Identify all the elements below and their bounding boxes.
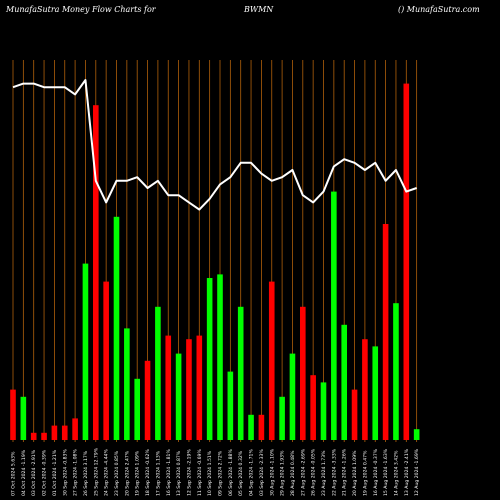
bar-up [279, 396, 285, 440]
bar-down [61, 425, 68, 440]
x-tick-label: 30 Sep 2024 -0.83% [62, 449, 68, 496]
bar-down [165, 335, 172, 440]
bar-down [196, 335, 203, 440]
bar-up [393, 303, 399, 440]
bar-up [206, 278, 213, 440]
bar-down [258, 414, 265, 440]
chart-title-left: MunafaSutra Money Flow Charts for [6, 5, 156, 14]
bar-up [155, 306, 161, 440]
x-tick-label: 19 Aug 2024 0.47% [362, 450, 368, 496]
x-tick-label: 04 Oct 2024 -1.19% [21, 449, 27, 496]
x-tick-label: 27 Sep 2024 -1.08% [73, 449, 79, 496]
grid-lines [12, 60, 418, 442]
x-tick-label: 06 Sep 2024 -1.88% [228, 449, 234, 496]
x-tick-label: 13 Aug 2024 -2.41% [404, 448, 410, 496]
x-tick-label: 04 Sep 2024 -1.71% [249, 449, 255, 496]
money-flow-line-group [12, 79, 417, 211]
bar-up [227, 371, 234, 440]
bar-up [237, 306, 244, 440]
chart-symbol: BWMN [244, 5, 274, 14]
x-tick-label: 26 Aug 2024 -0.05% [311, 448, 317, 496]
bar-down [103, 281, 109, 440]
x-tick-label: 15 Aug 2024 -1.63% [383, 448, 389, 496]
x-tick-label: 27 Aug 2024 -2.69% [300, 448, 306, 496]
bar-up [289, 353, 296, 440]
x-tick-label: 18 Sep 2024 -0.62% [145, 449, 151, 496]
x-tick-label: 01 Oct 2024 -1.21% [52, 449, 58, 496]
bar-down [186, 339, 192, 440]
bar-down [300, 306, 306, 440]
x-tick-label: 29 Aug 2024 1.93% [280, 450, 286, 496]
x-tick-label: 07 Oct 2024 5.63% [11, 451, 17, 496]
bar-down [403, 83, 410, 440]
x-tick-label: 10 Sep 2024 1.51% [207, 450, 213, 496]
bar-down [30, 432, 37, 440]
x-tick-labels: 07 Oct 2024 5.63% 04 Oct 2024 -1.19% 03 Oc… [11, 447, 421, 496]
x-tick-label: 03 Sep 2024 -2.33% [259, 449, 265, 496]
bar-up [124, 328, 130, 440]
x-tick-label: 16 Aug 2024 -0.37% [373, 448, 379, 496]
bar-up [82, 263, 89, 440]
bar-up [217, 274, 223, 440]
bar-down [351, 389, 358, 440]
x-tick-label: 11 Sep 2024 -0.69% [197, 449, 203, 496]
x-tick-label: 24 Sep 2024 -4.44% [104, 449, 110, 496]
x-tick-label: 02 Oct 2024 -0.39% [42, 449, 48, 496]
x-tick-label: 05 Sep 2024 0.32% [238, 450, 244, 496]
bar-up [113, 216, 120, 440]
money-flow-line [12, 79, 417, 211]
x-tick-label: 12 Aug 2024 -1.69% [414, 448, 420, 496]
x-tick-label: 20 Sep 2024 2.47% [124, 450, 130, 496]
bar-down [268, 281, 275, 440]
bar-down [41, 432, 47, 440]
bar-series [10, 83, 420, 440]
x-tick-label: 20 Aug 2024 1.09% [352, 450, 358, 496]
x-tick-label: 28 Aug 2024 0.48% [290, 450, 296, 496]
bar-up [341, 324, 347, 440]
x-tick-label: 22 Aug 2024 -3.33% [331, 448, 337, 496]
bar-up [248, 414, 254, 440]
x-tick-label: 13 Sep 2024 0.87% [176, 450, 182, 496]
x-tick-label: 23 Sep 2024 0.85% [114, 450, 120, 496]
bar-down [382, 224, 389, 440]
x-tick-label: 30 Aug 2024 -1.10% [269, 448, 275, 496]
bar-up [20, 396, 27, 440]
bar-down [310, 375, 316, 440]
bar-up [413, 429, 420, 440]
chart-title-right: () MunafaSutra.com [398, 5, 480, 14]
bar-down [93, 105, 99, 440]
x-tick-label: 16 Sep 2024 -1.81% [166, 449, 172, 496]
x-tick-label: 09 Sep 2024 2.72% [218, 450, 224, 496]
x-tick-label: 17 Sep 2024 1.13% [155, 450, 161, 496]
bar-down [72, 418, 78, 440]
x-tick-label: 25 Sep 2024 12.79% [93, 447, 99, 496]
bar-up [134, 378, 140, 440]
bar-down [10, 389, 16, 440]
bar-down [144, 360, 151, 440]
bar-down [51, 425, 58, 440]
x-tick-label: 26 Sep 2024 3.17% [83, 450, 89, 496]
bar-up [331, 191, 337, 440]
x-tick-label: 12 Sep 2024 -2.19% [186, 449, 192, 496]
x-tick-label: 14 Aug 2024 3.42% [393, 450, 399, 496]
x-tick-label: 21 Aug 2024 -1.26% [342, 448, 348, 496]
x-tick-label: 19 Sep 2024 1.09% [135, 450, 141, 496]
bar-up [372, 346, 379, 440]
bar-up [320, 382, 327, 440]
bar-down [362, 339, 368, 440]
bar-up [175, 353, 182, 440]
x-tick-label: 23 Aug 2024 1.73% [321, 450, 327, 496]
x-tick-label: 03 Oct 2024 -2.91% [31, 449, 37, 496]
